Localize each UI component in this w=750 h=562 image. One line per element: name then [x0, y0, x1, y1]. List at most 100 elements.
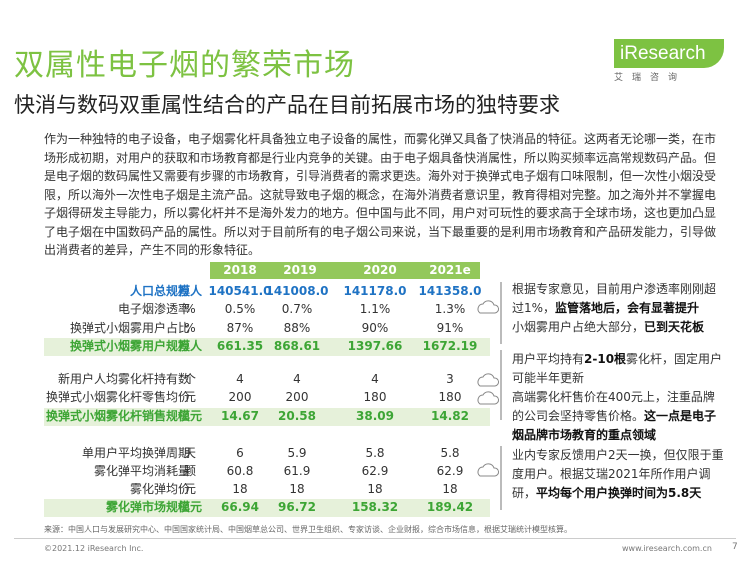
row-value: 1.1% — [359, 302, 391, 316]
source-note: 来源：中国人口与发展研究中心、中国国家统计局、中国烟草总公司、世界卫生组织、专家… — [44, 525, 572, 534]
table-row: 换弹式小烟雾用户占比% 87% 88% 90% 91% — [0, 320, 500, 337]
row-label: 单用户平均换弹周期 — [81, 446, 190, 460]
row-unit: 元 — [183, 390, 196, 404]
row-label: 雾化弹市场规模 — [105, 500, 190, 514]
row-value: 38.09 — [356, 409, 394, 423]
row-value: 66.94 — [221, 500, 259, 514]
row-value: 4 — [293, 372, 301, 386]
page-title: 双属性电子烟的繁荣市场 — [14, 48, 355, 83]
row-value: 88% — [283, 321, 311, 335]
row-value: 62.9 — [361, 464, 389, 478]
row-unit: 个 — [183, 372, 196, 386]
note-device-holding: 用户平均持有2-10根雾化杆，固定用户可能半年更新 — [512, 350, 724, 388]
table-row: 新用户人均雾化杆持有数个 4 4 4 3 — [0, 371, 500, 388]
row-label: 新用户人均雾化杆持有数 — [57, 372, 190, 386]
note-divider — [500, 446, 502, 510]
row-value: 20.58 — [278, 409, 316, 423]
note-emphasis: 这一点是电子烟品牌市场教育的重点领域 — [512, 409, 717, 442]
row-value: 868.61 — [273, 339, 321, 353]
row-unit: 万人 — [177, 339, 202, 353]
highlight-band — [44, 338, 490, 356]
cloud-icon — [477, 373, 499, 387]
row-value: 91% — [436, 321, 464, 335]
table-row: 单用户平均换弹周期天 6 5.9 5.8 5.8 — [0, 445, 500, 462]
row-value: 141008.0 — [265, 284, 329, 298]
cloud-icon — [477, 300, 499, 314]
note-emphasis: 已到天花板 — [644, 320, 705, 334]
row-value: 0.5% — [224, 302, 256, 316]
row-value: 4 — [371, 372, 379, 386]
row-unit: % — [184, 321, 196, 335]
cloud-icon — [477, 391, 499, 405]
row-value: 141178.0 — [343, 284, 407, 298]
note-divider — [500, 350, 502, 420]
table-row: 换弹式小烟雾化杆零售均价元 200 200 180 180 — [0, 389, 500, 406]
row-value: 1397.66 — [347, 339, 403, 353]
highlight-band — [44, 408, 490, 426]
table-row: 电子烟渗透率% 0.5% 0.7% 1.1% 1.3% — [0, 301, 500, 318]
page-number: 7 — [732, 542, 738, 552]
row-value: 661.35 — [216, 339, 264, 353]
row-value: 3 — [446, 372, 454, 386]
row-value: 90% — [361, 321, 389, 335]
year-header-2021e: 2021e — [429, 263, 471, 277]
row-value: 189.42 — [426, 500, 474, 514]
table-row: 雾化弹均价元 18 18 18 18 — [0, 481, 500, 498]
table-row: 换弹式小烟雾化杆销售规模 亿元 14.67 20.58 38.09 14.82 — [0, 408, 500, 425]
row-value: 14.67 — [221, 409, 259, 423]
note-text: 根据专家意见，目前用户渗透率刚刚超过1%， — [512, 282, 717, 315]
row-label: 人口总规模 — [129, 284, 190, 298]
row-value: 96.72 — [278, 500, 316, 514]
table-row: 雾化弹市场规模 亿元 66.94 96.72 158.32 189.42 — [0, 499, 500, 516]
row-unit: 万人 — [177, 284, 202, 298]
table-row: 人口总规模 万人 140541.0 141008.0 141178.0 141358.0 — [0, 283, 500, 300]
note-pricing: 高端雾化杆售价在400元上，注重品牌的公司会坚持零售价格。这一点是电子烟品牌市场… — [512, 388, 724, 445]
note-replacement-cycle: 业内专家反馈用户2天一换，但仅限于重度用户。根据艾瑞2021年所作用户调研，平均… — [512, 446, 724, 503]
iresearch-logo: iResearch 艾瑞咨询 — [614, 39, 724, 87]
row-value: 18 — [442, 482, 458, 496]
highlight-band — [44, 499, 490, 517]
row-unit: 天 — [183, 446, 196, 460]
copyright: ©2021.12 iResearch Inc. — [44, 544, 144, 553]
row-value: 60.8 — [226, 464, 254, 478]
row-value: 200 — [285, 390, 309, 404]
note-emphasis: 2-10根 — [584, 352, 627, 366]
row-value: 5.8 — [365, 446, 385, 460]
footer-divider — [14, 538, 736, 539]
table-row: 换弹式小烟雾用户规模 万人 661.35 868.61 1397.66 1672.19 — [0, 338, 500, 355]
row-value: 61.9 — [283, 464, 311, 478]
row-value: 140541.0 — [208, 284, 272, 298]
logo-subtitle: 艾瑞咨询 — [614, 73, 687, 83]
row-label: 电子烟渗透率 — [117, 302, 190, 316]
row-value: 180 — [363, 390, 387, 404]
note-text: 小烟雾用户占绝大部分， — [512, 320, 645, 334]
note-text: 雾化杆，固定用户可能半年更新 — [512, 352, 723, 385]
row-unit: 亿元 — [177, 409, 202, 423]
year-header-2020: 2020 — [363, 263, 397, 277]
row-value: 1.3% — [434, 302, 466, 316]
row-unit: % — [184, 302, 196, 316]
row-label: 雾化弹平均消耗量 — [93, 464, 190, 478]
row-value: 1672.19 — [422, 339, 478, 353]
table-row: 雾化弹平均消耗量颗 60.8 61.9 62.9 62.9 — [0, 463, 500, 480]
row-label: 雾化弹均价 — [129, 482, 190, 496]
note-divider — [500, 282, 502, 344]
row-value: 5.8 — [440, 446, 460, 460]
page-subtitle: 快消与数码双重属性结合的产品在目前拓展市场的独特要求 — [14, 93, 560, 117]
row-value: 5.9 — [287, 446, 307, 460]
note-text: 用户平均持有 — [512, 352, 585, 366]
intro-paragraph: 作为一种独特的电子设备，电子烟雾化杆具备独立电子设备的属性，而雾化弹又具备了快消… — [44, 132, 717, 257]
row-value: 62.9 — [436, 464, 464, 478]
row-value: 0.7% — [281, 302, 313, 316]
note-emphasis: 监管落地后，会有显著提升 — [555, 301, 700, 315]
year-header-2018: 2018 — [223, 263, 257, 277]
website-link[interactable]: www.iresearch.com.cn — [622, 544, 712, 553]
row-unit: 颗 — [183, 464, 196, 478]
row-value: 6 — [236, 446, 244, 460]
note-text: 业内专家反馈用户2天一换，但仅限于重度用户。根据艾瑞2021年所作用户调研， — [512, 448, 724, 500]
year-header-2019: 2019 — [283, 263, 317, 277]
row-value: 18 — [367, 482, 383, 496]
logo-brand: iResearch — [620, 43, 706, 64]
row-value: 14.82 — [431, 409, 469, 423]
row-value: 141358.0 — [418, 284, 482, 298]
